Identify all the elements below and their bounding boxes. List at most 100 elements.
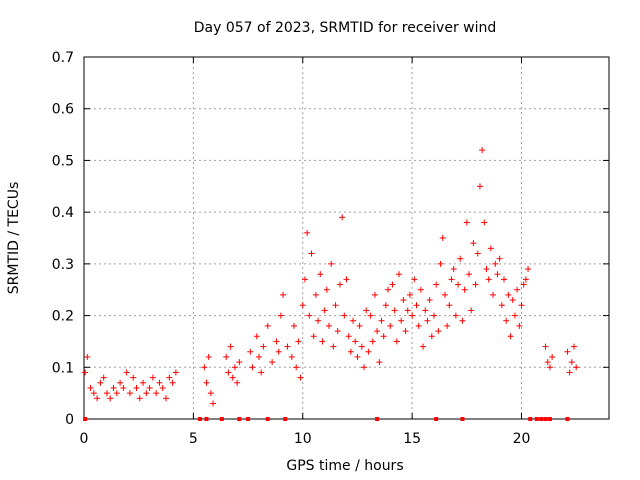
data-point (472, 281, 479, 288)
data-points (82, 147, 580, 407)
data-point (113, 390, 120, 397)
data-point (334, 328, 341, 335)
data-point (446, 302, 453, 309)
gap-marker (528, 417, 533, 421)
data-point (319, 338, 326, 345)
data-point (323, 286, 330, 293)
data-point (260, 343, 267, 350)
data-point (448, 276, 455, 283)
data-point (275, 348, 282, 355)
data-point (297, 374, 304, 381)
data-point (380, 333, 387, 340)
data-point (444, 322, 451, 329)
data-point (476, 183, 483, 190)
data-point (498, 302, 505, 309)
data-point (389, 281, 396, 288)
data-point (295, 338, 302, 345)
data-point (396, 271, 402, 278)
data-point (203, 379, 210, 386)
y-tick-label: 0.1 (52, 360, 74, 376)
data-point (374, 328, 381, 335)
data-point (422, 307, 429, 314)
data-point (339, 214, 346, 221)
data-point (223, 353, 230, 360)
data-point (103, 390, 110, 397)
data-point (514, 286, 521, 293)
data-point (354, 353, 361, 360)
data-point (474, 250, 481, 257)
data-point (258, 369, 265, 376)
data-point (393, 338, 400, 345)
data-point (90, 390, 97, 397)
data-point (347, 348, 354, 355)
data-point (520, 281, 527, 288)
data-point (385, 286, 392, 293)
data-point (328, 260, 335, 267)
data-point (149, 374, 156, 381)
axis-ticks: 0 0.1 0.2 0.3 0.4 0.5 0.6 0.7 0 5 10 15 20 (52, 50, 609, 447)
data-point (87, 384, 94, 391)
gap-marker (539, 417, 544, 421)
data-point (428, 333, 435, 340)
plot-frame (83, 56, 610, 420)
data-point (126, 390, 133, 397)
data-point (546, 364, 553, 371)
y-tick-label: 0 (65, 412, 74, 428)
data-point (166, 374, 173, 381)
data-point (317, 271, 324, 278)
data-point (321, 307, 328, 314)
data-point (450, 266, 457, 273)
data-point (82, 369, 89, 376)
data-point (301, 276, 308, 283)
data-point (439, 235, 446, 241)
data-point (356, 322, 363, 329)
data-point (459, 317, 466, 324)
gap-marker (219, 417, 224, 421)
data-point (227, 343, 234, 350)
data-point (518, 302, 525, 309)
data-point (264, 322, 271, 329)
data-point (123, 369, 130, 376)
data-point (564, 348, 571, 355)
data-point (350, 317, 357, 324)
data-point (487, 245, 494, 252)
data-point (343, 276, 350, 283)
gap-marker (543, 417, 548, 421)
y-tick-label: 0.7 (52, 50, 74, 66)
data-point (566, 369, 573, 376)
gap-marker (237, 417, 242, 421)
data-point (507, 333, 514, 340)
gap-marker (547, 417, 552, 421)
data-point (306, 312, 313, 319)
data-point (299, 302, 306, 309)
data-point (201, 364, 208, 371)
gap-marker (265, 417, 270, 421)
data-point (229, 374, 236, 381)
data-point (365, 348, 372, 355)
data-point (402, 328, 409, 335)
data-point (409, 312, 416, 319)
data-point (457, 255, 464, 262)
x-tick-label: 15 (403, 431, 421, 447)
data-point (304, 229, 311, 236)
data-point (117, 379, 124, 386)
x-tick-label: 20 (513, 431, 531, 447)
data-point (468, 307, 475, 314)
data-point (413, 302, 420, 309)
data-point (326, 322, 332, 329)
data-point (172, 369, 179, 376)
y-axis-label: SRMTID / TECUs (6, 182, 22, 295)
data-point (330, 343, 337, 350)
y-tick-label: 0.3 (52, 257, 74, 273)
data-point (437, 260, 444, 267)
data-point (415, 322, 422, 329)
data-point (130, 374, 137, 381)
data-point (417, 286, 424, 293)
data-point (293, 364, 300, 371)
data-point (494, 271, 501, 278)
data-point (485, 276, 492, 283)
gridlines (84, 57, 609, 419)
x-tick-label: 0 (80, 431, 89, 447)
data-point (398, 317, 405, 324)
data-point (358, 343, 365, 350)
